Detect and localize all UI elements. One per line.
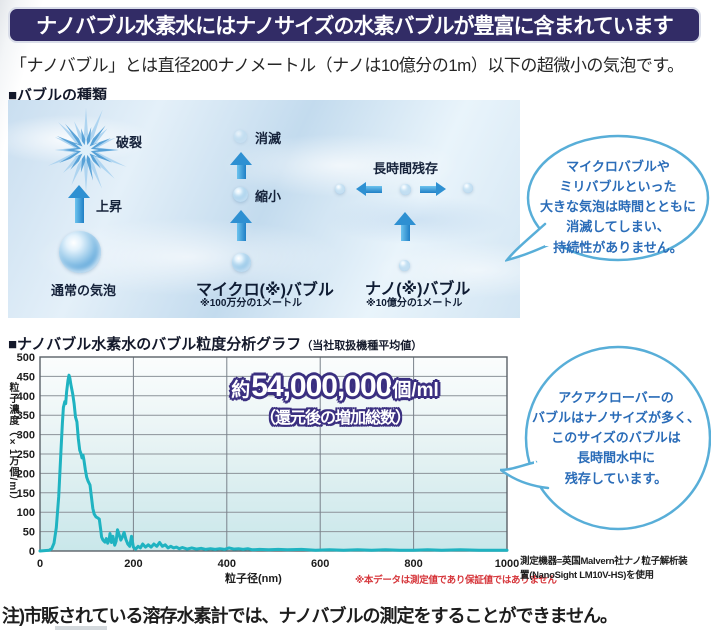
distribution-curve <box>38 373 509 553</box>
up-arrow-shrink <box>230 210 252 241</box>
page-edge-artifact <box>55 626 107 630</box>
arrow-head <box>68 185 90 198</box>
speech-bubble-1 <box>505 134 710 262</box>
note-micro: ※100万分の1メートル <box>200 298 302 309</box>
section-heading-analysis: ■ナノバブル水素水のバブル粒度分析グラフ（当社取扱機種平均値） <box>8 333 422 354</box>
speech-line: 大きな気泡は時間とともに <box>539 199 696 215</box>
vanishing-bubble-icon <box>234 130 247 143</box>
label-nano-bubble: ナノ(※)バブル <box>365 281 471 298</box>
y-axis-label: 粒子濃度（×1万個/ml） <box>7 382 18 507</box>
y-tick-label: 450 <box>17 371 35 383</box>
speech-line: 持続性がありません。 <box>553 239 683 255</box>
y-tick-label: 500 <box>17 352 35 364</box>
label-persist: 長時間残存 <box>373 161 439 176</box>
speech-line: マイクロバブルや <box>566 159 670 174</box>
page-title: ナノバブル水素水にはナノサイズの水素バブルが豊富に含まれています <box>36 15 674 38</box>
label-normal-bubble: 通常の気泡 <box>51 283 117 298</box>
analysis-heading-sub: （当社取扱機種平均値） <box>301 340 423 352</box>
y-tick-label: 400 <box>17 391 35 403</box>
equipment-note: 測定機器=英国Malvern社ナノ粒子解析装 置(NanoSight LM10V… <box>520 555 688 583</box>
y-tick-label: 250 <box>17 449 35 461</box>
nano-bubble-icon <box>399 260 410 271</box>
y-tick-label: 100 <box>17 507 35 519</box>
speech-line: このサイズのバブルは <box>551 430 681 446</box>
up-arrow-rise <box>68 185 90 223</box>
speech-line: 消滅してしまい、 <box>566 219 670 235</box>
speech-line: 長時間水中に <box>576 450 655 466</box>
nano-bubble-center-icon <box>400 184 411 195</box>
arrow-shaft <box>74 198 84 223</box>
nano-bubble-left-icon <box>335 184 345 194</box>
speech-line: バブルはナノサイズが多く、 <box>532 410 700 426</box>
right-arrow-persist <box>420 182 446 196</box>
analysis-heading: ■ナノバブル水素水のバブル粒度分析グラフ <box>8 336 302 353</box>
arrow-head <box>394 212 416 225</box>
equipment-note-line1: 測定機器=英国Malvern社ナノ粒子解析装 <box>520 556 688 567</box>
chart-svg: 0 50 100 150 200 250 300 350 400 450 500 0 200 400 600… <box>17 352 520 570</box>
equipment-note-line2: 置(NanoSight LM10V-HS)を使用 <box>520 569 654 581</box>
count-annotation: 約 54,000,000 個/ml （還元後の増加総数） <box>185 370 485 428</box>
speech-bubble-2 <box>500 345 711 531</box>
section-heading-bubble-types: ■バブルの種類 <box>8 87 108 104</box>
burst-star-layer <box>68 134 100 167</box>
y-tick-label: 300 <box>17 430 35 442</box>
data-disclaimer-note: ※本データは測定値であり保証値ではありません <box>355 575 557 586</box>
arrow-shaft <box>420 185 436 193</box>
annotation-number: 54,000,000 <box>251 370 392 403</box>
x-tick-label: 800 <box>404 558 422 570</box>
footer-note: 注)市販されている溶存水素計では、ナノバブルの測定をすることができません。 <box>2 606 618 626</box>
arrow-shaft <box>400 225 410 241</box>
label-rise: 上昇 <box>96 199 123 214</box>
speech-bubble-2-text: アクアクローバーの バブルはナノサイズが多く、 このサイズのバブルは 長時間水中… <box>522 388 710 489</box>
x-axis-label: 粒子径(nm) <box>225 573 282 585</box>
micro-bubble-icon <box>232 253 251 272</box>
y-tick-label: 50 <box>23 527 35 539</box>
arrow-shaft <box>366 185 382 193</box>
speech-line: アクアクローバーの <box>558 390 674 405</box>
nano-bubble-right-icon <box>463 183 473 193</box>
burst-icon <box>48 107 127 193</box>
up-arrow-vanish <box>230 152 252 179</box>
arrow-head <box>230 210 252 223</box>
arrow-shaft <box>236 165 246 179</box>
title-banner: ナノバブル水素水にはナノサイズの水素バブルが豊富に含まれています <box>8 7 701 43</box>
x-tick-label: 1000 <box>495 558 519 570</box>
speech-bubble-1-text: マイクロバブルや ミリバブルといった 大きな気泡は時間とともに 消滅してしまい、… <box>525 157 711 258</box>
particle-size-chart: 0 50 100 150 200 250 300 350 400 450 500 0 200 400 600… <box>0 345 540 585</box>
bubble-types-diagram: 破裂 上昇 通常の気泡 消滅 縮小 マイクロ(※)バブル ※100万分の1メート… <box>8 100 520 318</box>
normal-bubble-icon <box>59 231 101 273</box>
x-tick-label: 600 <box>311 558 329 570</box>
label-micro-bubble: マイクロ(※)バブル <box>196 282 334 299</box>
arrow-shaft <box>236 223 246 241</box>
x-tick-label: 200 <box>124 558 142 570</box>
x-tick-label: 0 <box>37 558 43 570</box>
shrinking-bubble-icon <box>233 187 248 202</box>
annotation-unit: 個/ml <box>392 380 439 401</box>
arrow-head <box>230 152 252 165</box>
y-tick-label: 350 <box>17 410 35 422</box>
subtitle: 「ナノバブル」とは直径200ナノメートル（ナノは10億分の1m）以下の超微小の気… <box>10 56 684 75</box>
note-nano: ※10億分の1メートル <box>366 298 463 309</box>
x-tick-label: 400 <box>218 558 236 570</box>
arrow-head <box>356 182 366 196</box>
speech-line: 残存しています。 <box>564 470 668 486</box>
y-tick-label: 150 <box>17 488 35 500</box>
label-shrink: 縮小 <box>255 189 282 204</box>
arrow-head <box>436 182 446 196</box>
annotation-line1: 約 54,000,000 個/ml <box>185 370 485 404</box>
left-arrow-persist <box>356 182 382 196</box>
y-tick-label: 200 <box>17 468 35 480</box>
label-vanish: 消滅 <box>255 131 282 146</box>
annotation-prefix: 約 <box>231 380 251 401</box>
speech-line: ミリバブルといった <box>559 179 677 195</box>
up-arrow-nano <box>394 212 416 241</box>
label-burst: 破裂 <box>116 135 143 150</box>
y-tick-label: 0 <box>29 546 35 558</box>
annotation-line2: （還元後の増加総数） <box>259 410 411 427</box>
